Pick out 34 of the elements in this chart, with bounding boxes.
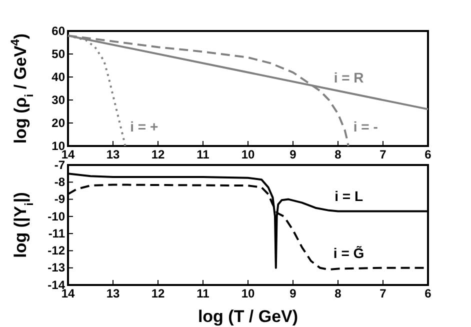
- y-tick-label: 40: [52, 70, 66, 84]
- y-tick-label: -9: [54, 192, 66, 206]
- y-tick-label: 50: [52, 46, 66, 61]
- x-axis-title: log (T / GeV): [198, 307, 298, 326]
- y-tick-label: 30: [52, 92, 66, 107]
- x-tick-label: 11: [196, 148, 210, 162]
- y-tick-label: -7: [54, 158, 66, 172]
- x-tick-label: 7: [380, 148, 387, 162]
- y-tick-label: -13: [48, 260, 66, 275]
- y-tick-label: 20: [52, 116, 66, 130]
- x-tick-label: 13: [106, 286, 120, 301]
- y-tick-label: -12: [48, 244, 66, 258]
- series-label: i = -: [353, 118, 378, 135]
- y-tick-label: -10: [48, 209, 66, 224]
- x-tick-label: 13: [106, 148, 120, 162]
- series-label: i = R: [334, 70, 364, 86]
- x-tick-label: 12: [151, 286, 165, 301]
- x-tick-label: 9: [290, 286, 297, 301]
- x-tick-label: 6: [424, 286, 432, 301]
- x-tick-label: 11: [196, 286, 210, 301]
- x-tick-label: 8: [334, 148, 342, 162]
- y-tick-label: -11: [48, 226, 66, 240]
- series-label: i = L: [334, 188, 364, 204]
- series-label: i = +: [130, 118, 158, 135]
- x-tick-label: 9: [290, 148, 297, 162]
- y-tick-label: 60: [52, 24, 66, 38]
- x-tick-label: 10: [241, 148, 255, 162]
- series-label: i = G̃: [333, 245, 364, 262]
- x-tick-label: 6: [424, 148, 432, 162]
- x-tick-label: 8: [334, 286, 342, 301]
- x-tick-label: 12: [151, 148, 165, 162]
- x-tick-label: 7: [380, 286, 387, 301]
- x-tick-label: 10: [241, 286, 255, 301]
- y-tick-label: -8: [54, 174, 66, 189]
